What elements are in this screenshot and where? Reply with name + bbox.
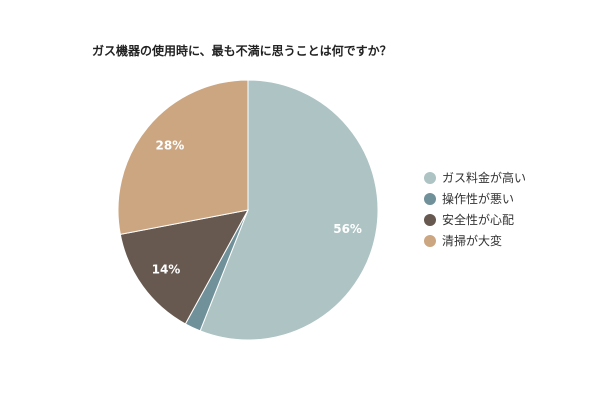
legend-swatch-2 bbox=[424, 193, 436, 205]
pie-slice-3 bbox=[119, 209, 249, 325]
slice-label-1: 56% bbox=[333, 222, 362, 236]
pie-slices bbox=[117, 79, 379, 341]
legend-label-2: 操作性が悪い bbox=[442, 191, 514, 206]
slice-label-4: 28% bbox=[156, 138, 185, 152]
pie-slice-1 bbox=[199, 79, 379, 341]
pie-slice-labels: 56% 14% 28% bbox=[152, 138, 362, 276]
legend-label-3: 安全性が心配 bbox=[442, 212, 514, 227]
legend-swatch-3 bbox=[424, 214, 436, 226]
legend-swatch-1 bbox=[424, 172, 436, 184]
legend-label-4: 清掃が大変 bbox=[442, 233, 502, 248]
chart-title: ガス機器の使用時に、最も不満に思うことは何ですか？ bbox=[92, 43, 392, 58]
slice-label-3: 14% bbox=[152, 263, 181, 277]
legend-label-1: ガス料金が高い bbox=[442, 170, 526, 185]
legend-swatch-4 bbox=[424, 235, 436, 247]
pie-slice-4 bbox=[117, 79, 249, 235]
